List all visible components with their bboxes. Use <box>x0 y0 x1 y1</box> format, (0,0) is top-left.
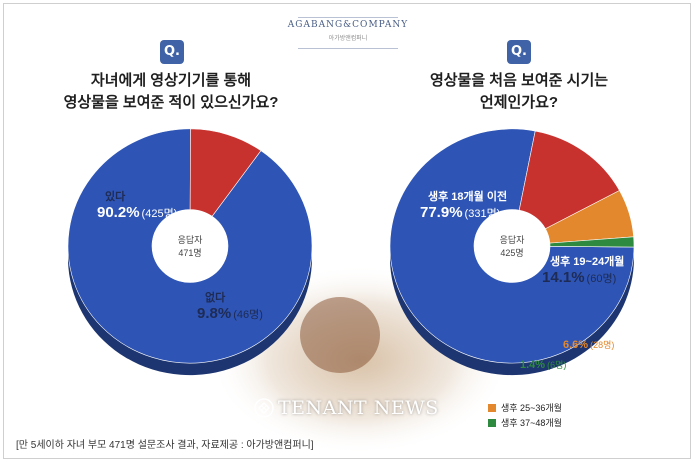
question-badge-left: Q. <box>160 40 184 64</box>
slice-label-37-48m-count: (6명) <box>547 360 566 370</box>
slice-label-yes-value: 90.2% (425명) <box>97 204 177 221</box>
slice-label-18m-value: 77.9% (331명) <box>420 204 500 221</box>
slice-label-19-24m-value: 14.1% (60명) <box>542 269 616 286</box>
slice-label-no-count: (46명) <box>233 308 263 321</box>
center-label-count: 471명 <box>178 248 201 258</box>
brand-subtitle: 아가방앤컴퍼니 <box>328 35 368 42</box>
center-label-count: 425명 <box>500 248 523 258</box>
slice-label-25-36m-percent: 6.6% <box>563 339 588 351</box>
watermark-logo-icon <box>254 398 274 418</box>
legend-item-37-48: 생후 37~48개월 <box>488 416 562 429</box>
image-frame <box>3 3 691 459</box>
slice-label-18m-name: 생후 18개월 이전 <box>428 189 507 203</box>
slice-label-no-value: 9.8% (46명) <box>197 305 263 322</box>
question-left: 자녀에게 영상기기를 통해 영상물을 보여준 적이 있으신가요? <box>40 70 302 114</box>
brand-rule <box>298 17 398 49</box>
legend-swatch-green <box>488 419 496 427</box>
legend-item-25-36: 생후 25~36개월 <box>488 401 562 414</box>
question-left-line1: 자녀에게 영상기기를 통해 <box>90 72 252 89</box>
slice-label-no-percent: 9.8% <box>197 305 231 322</box>
slice-label-18m-count: (331명) <box>465 207 501 220</box>
question-right-line1: 영상물을 처음 보여준 시기는 <box>429 72 609 89</box>
legend-label: 생후 37~48개월 <box>501 418 562 428</box>
slice-label-yes-count: (425명) <box>142 207 178 220</box>
legend-label: 생후 25~36개월 <box>501 403 562 413</box>
slice-label-yes-percent: 90.2% <box>97 204 140 221</box>
donut-hole <box>474 209 550 283</box>
legend-swatch-orange <box>488 404 496 412</box>
footer-note: [만 5세이하 자녀 부모 471명 설문조사 결과, 자료제공 : 아가방앤컴… <box>16 440 314 451</box>
slice-label-25-36m-value: 6.6% (28명) <box>563 339 614 351</box>
background-photo-child <box>300 297 380 373</box>
slice-label-no-name: 없다 <box>205 290 226 304</box>
slice-label-25-36m-count: (28명) <box>590 340 614 350</box>
question-right-line2: 언제인가요? <box>479 94 559 111</box>
slice-label-19-24m-name: 생후 19~24개월 <box>550 254 624 268</box>
question-left-line2: 영상물을 보여준 적이 있으신가요? <box>63 94 279 111</box>
slice-label-37-48m-value: 1.4% (6명) <box>520 359 566 371</box>
center-label-title: 응답자 <box>500 234 526 245</box>
watermark-text: TENANT NEWS <box>278 397 439 419</box>
question-right: 영상물을 처음 보여준 시기는 언제인가요? <box>388 70 650 114</box>
slice-label-37-48m-percent: 1.4% <box>520 359 545 371</box>
slice-label-19-24m-count: (60명) <box>587 272 617 285</box>
slice-label-18m-percent: 77.9% <box>420 204 463 221</box>
donut-hole <box>152 209 228 283</box>
center-label-title: 응답자 <box>178 234 204 245</box>
question-badge-right: Q. <box>507 40 531 64</box>
slice-label-19-24m-percent: 14.1% <box>542 269 585 286</box>
slice-label-yes-name: 있다 <box>105 189 126 203</box>
brand-name: AGABANG&COMPANY <box>287 20 409 30</box>
